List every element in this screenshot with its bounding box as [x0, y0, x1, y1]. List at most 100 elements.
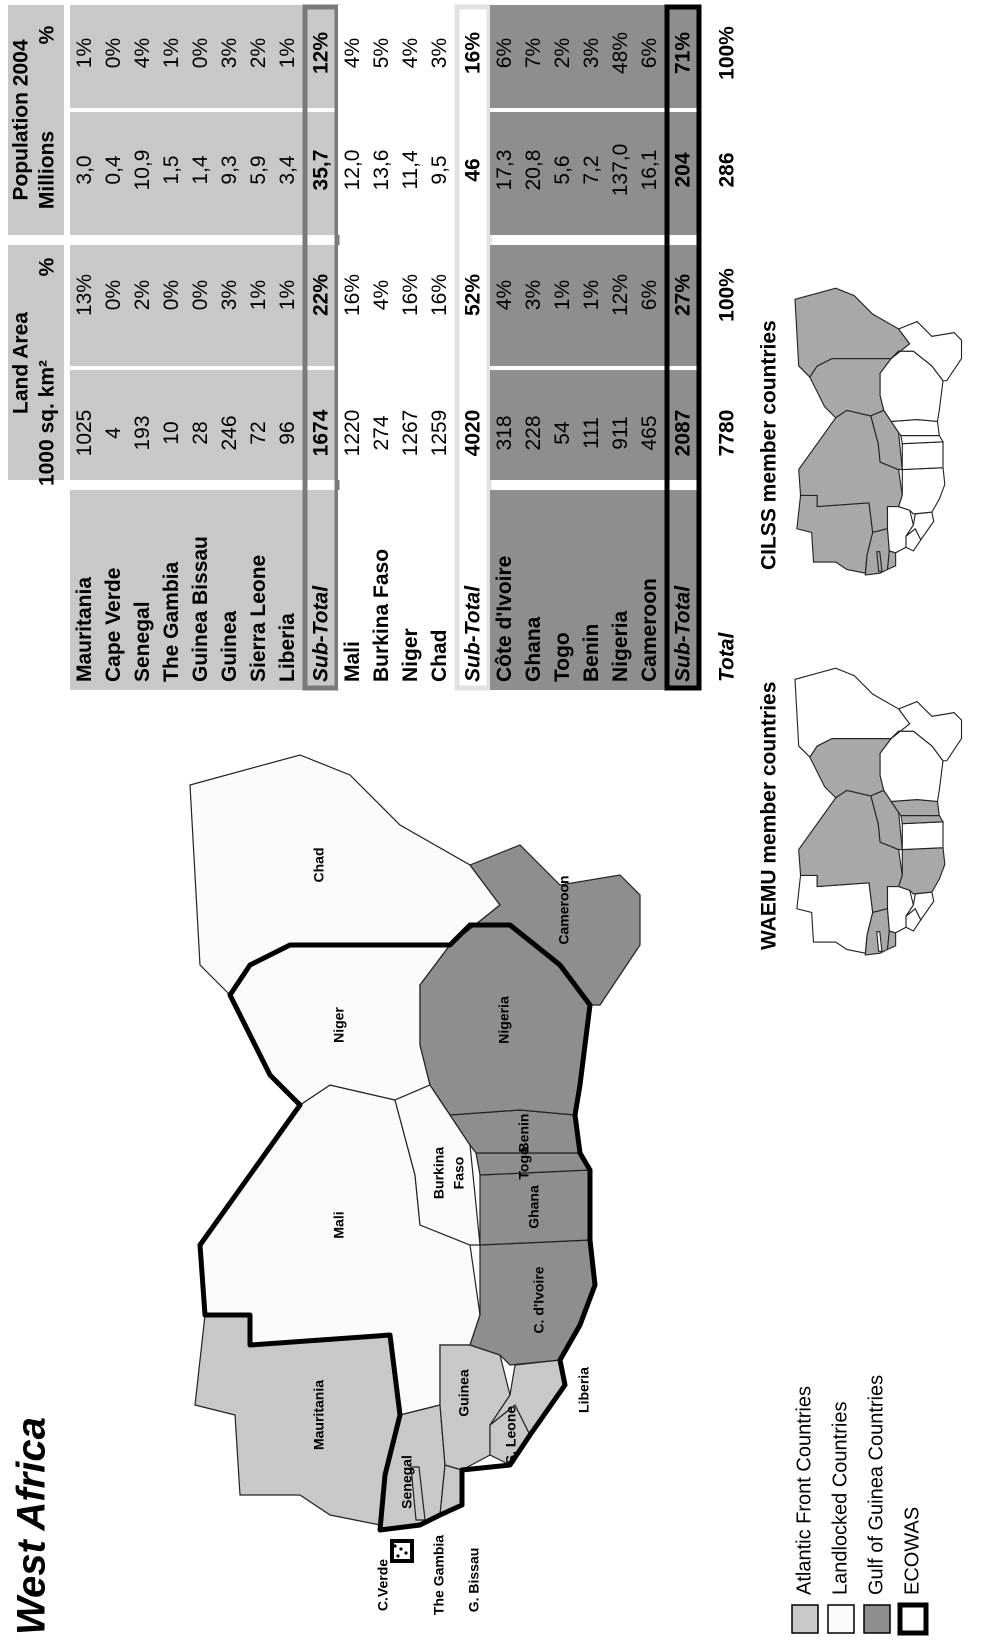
table-cell: 1% [276, 38, 299, 68]
legend-swatch [897, 1602, 929, 1636]
table-cell: Nigeria [609, 610, 632, 682]
subtotal-cell: 1674 [310, 409, 333, 456]
map-label: Chad [311, 848, 327, 883]
table-cell: Burkina Faso [370, 549, 393, 682]
cape-verde-box [390, 1539, 414, 1563]
map-label: Benin [516, 1114, 532, 1153]
legend-label: ECOWAS [901, 1507, 923, 1595]
map-label: Liberia [576, 1367, 592, 1413]
map-label: Mauritania [311, 1380, 327, 1450]
table-cell: 72 [247, 421, 270, 444]
page-title: West Africa [10, 1417, 54, 1635]
table-cell: 1267 [399, 410, 422, 457]
group-bg [490, 5, 700, 235]
header-pop-unit: Millions [36, 131, 59, 209]
table-cell: 10,9 [131, 150, 154, 191]
map-label: The Gambia [431, 1535, 447, 1615]
table-cell: 3% [428, 38, 451, 68]
table-cell: 4% [341, 38, 364, 68]
minimap-country [897, 467, 946, 515]
minimap-country [897, 847, 946, 895]
table-cell: 1% [276, 280, 299, 310]
minimap [794, 287, 963, 576]
subtotal-cell: 100% [716, 26, 739, 80]
minimap-country [900, 434, 944, 445]
table-cell: Guinea Bissau [189, 536, 212, 682]
table-cell: 20,8 [522, 150, 545, 191]
subtotal-frame [664, 4, 702, 691]
map-label: Niger [331, 1007, 347, 1043]
subtotal-cell: 12% [310, 32, 333, 74]
table-cell: 1025 [73, 410, 96, 457]
table-cell: 2% [551, 38, 574, 68]
minimap-country [886, 885, 914, 934]
table-cell: 1% [160, 38, 183, 68]
minimap-country [796, 494, 874, 574]
table-cell: 16% [399, 274, 422, 316]
country-mauritania [194, 1314, 401, 1526]
table-cell: Mauritania [73, 577, 96, 682]
cape-verde-island [404, 1551, 408, 1555]
cape-verde-island [399, 1547, 403, 1551]
header-population: Population 2004 [10, 39, 33, 200]
country-guinea [439, 1344, 511, 1471]
table-cell: 16,1 [638, 150, 661, 191]
group-bg [70, 5, 338, 235]
table-cell: 5% [370, 38, 393, 68]
minimap [794, 667, 963, 956]
subtotal-cell: 100% [716, 268, 739, 322]
table-cell: 193 [131, 415, 154, 450]
table-cell: 9,5 [428, 155, 451, 184]
subtotal-cell: 27% [672, 274, 695, 316]
table-cell: 4% [131, 38, 154, 68]
table-cell: 16% [428, 274, 451, 316]
subtotal-cell: 52% [462, 274, 485, 316]
table-cell: 28 [189, 421, 212, 444]
minimap-country [890, 700, 963, 762]
legend-swatch [827, 1604, 855, 1634]
table-cell: Niger [399, 628, 422, 682]
table-cell: 4% [493, 280, 516, 310]
subtotal-cell: 22% [310, 274, 333, 316]
legend-swatch [791, 1604, 819, 1634]
table-cell: Liberia [276, 613, 299, 682]
legend-swatch [863, 1604, 891, 1634]
map-label: Guinea [456, 1369, 472, 1417]
group-bg [70, 245, 338, 480]
table-cell: 0,4 [102, 155, 125, 185]
header-bg [8, 245, 64, 480]
map-label: Ghana [526, 1185, 542, 1229]
table-cell: 1220 [341, 410, 364, 457]
header-land-unit: 1000 sq. km² [36, 360, 59, 486]
subtotal-cell: 2087 [672, 410, 695, 457]
table-cell: 5,9 [247, 155, 270, 184]
group-bg [338, 245, 490, 480]
table-cell: 0% [189, 280, 212, 310]
table-cell: 2% [247, 38, 270, 68]
table-cell: 1,5 [160, 155, 183, 184]
subtotal-cell: 286 [716, 152, 739, 187]
table-cell: 4% [399, 38, 422, 68]
table-cell: 96 [276, 421, 299, 444]
map-label: C.Verde [375, 1559, 391, 1611]
cape-verde-island [396, 1554, 400, 1558]
table-cell: 0% [189, 38, 212, 68]
table-cell: 1259 [428, 410, 451, 457]
main-map: Mauritania Mali Niger Chad Nigeria Cameroon Bu… [189, 754, 641, 1615]
group-bg [70, 490, 338, 690]
table-cell: 6% [493, 38, 516, 68]
subtotal-frame [454, 4, 492, 691]
group-bg [338, 490, 490, 690]
table-cell: 11,4 [399, 150, 422, 190]
map-label: Togo [516, 1146, 532, 1179]
table-cell: 5,6 [551, 155, 574, 184]
table-cell: Senegal [131, 601, 154, 682]
table-cell: Togo [551, 632, 574, 682]
table-cell: 7% [522, 38, 545, 68]
header-land-area: Land Area [10, 312, 33, 414]
table-cell: 246 [218, 415, 241, 450]
minimap-country [809, 357, 893, 419]
map-label: Senegal [399, 1455, 415, 1509]
table-cell: 17,3 [493, 150, 516, 191]
table-cell: 6% [638, 280, 661, 310]
